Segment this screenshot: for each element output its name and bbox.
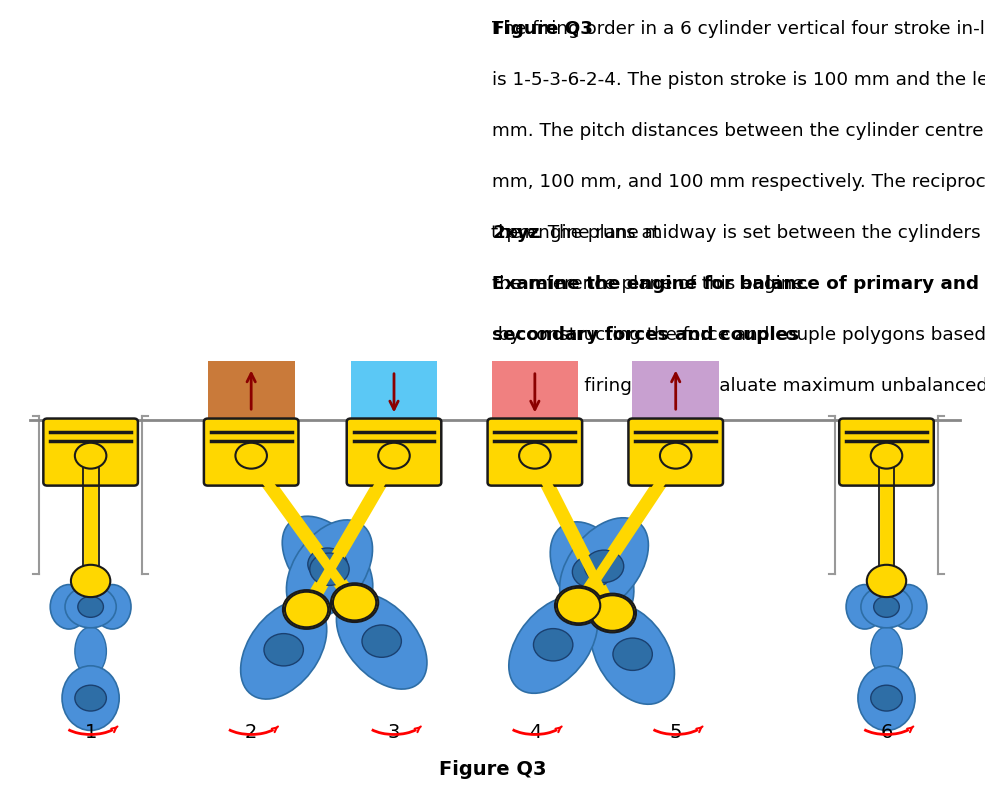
Ellipse shape	[858, 666, 915, 730]
Ellipse shape	[94, 585, 131, 629]
Circle shape	[519, 443, 551, 469]
Circle shape	[861, 586, 912, 628]
Text: Examine the engine for balance of primary and: Examine the engine for balance of primar…	[492, 275, 979, 292]
Circle shape	[283, 590, 330, 629]
Text: rpm. The plane midway is set between the cylinders 3 and 4 as: rpm. The plane midway is set between the…	[493, 224, 985, 242]
Text: 4: 4	[529, 723, 541, 743]
Text: 5: 5	[670, 723, 682, 743]
Ellipse shape	[509, 596, 598, 693]
Circle shape	[534, 629, 573, 661]
Ellipse shape	[50, 585, 88, 629]
Text: 1: 1	[85, 723, 97, 743]
Ellipse shape	[287, 520, 372, 618]
Ellipse shape	[337, 593, 427, 689]
Circle shape	[333, 585, 376, 621]
Ellipse shape	[591, 604, 675, 705]
Circle shape	[331, 583, 378, 622]
Circle shape	[264, 633, 303, 666]
FancyBboxPatch shape	[208, 361, 295, 422]
Circle shape	[308, 548, 348, 580]
Text: by constructing the force and couple polygons based on: by constructing the force and couple pol…	[492, 326, 985, 343]
Ellipse shape	[75, 627, 106, 675]
FancyBboxPatch shape	[492, 361, 578, 422]
Text: 3: 3	[388, 723, 400, 743]
Text: 2xyz: 2xyz	[492, 224, 540, 242]
Ellipse shape	[62, 666, 119, 730]
FancyBboxPatch shape	[839, 419, 934, 486]
Text: Figure Q3: Figure Q3	[438, 760, 547, 779]
Text: Figure Q3: Figure Q3	[492, 20, 594, 38]
Ellipse shape	[871, 627, 902, 675]
Text: 2: 2	[245, 723, 257, 743]
Circle shape	[75, 443, 106, 469]
Ellipse shape	[846, 585, 884, 629]
Circle shape	[613, 638, 652, 671]
Ellipse shape	[889, 585, 927, 629]
Circle shape	[75, 685, 106, 711]
Circle shape	[871, 443, 902, 469]
Circle shape	[660, 443, 691, 469]
Circle shape	[235, 443, 267, 469]
Text: mm. The pitch distances between the cylinder centre lines are 100 mm, 100 mm, 15: mm. The pitch distances between the cyli…	[492, 122, 985, 140]
Text: the given firing order. Evaluate maximum unbalanced forces and couples (if any).: the given firing order. Evaluate maximum…	[492, 377, 985, 394]
Circle shape	[555, 586, 602, 625]
Text: The firing order in a 6 cylinder vertical four stroke in-line engine as shown in: The firing order in a 6 cylinder vertica…	[492, 20, 985, 38]
Text: secondary forces and couples: secondary forces and couples	[492, 326, 799, 343]
Text: is 1-5-3-6-2-4. The piston stroke is 100 mm and the length of each connecting ro: is 1-5-3-6-2-4. The piston stroke is 100…	[492, 71, 985, 89]
Circle shape	[78, 596, 103, 617]
Ellipse shape	[240, 600, 327, 699]
FancyBboxPatch shape	[632, 361, 719, 422]
FancyBboxPatch shape	[351, 361, 437, 422]
FancyBboxPatch shape	[347, 419, 441, 486]
Text: 6: 6	[881, 723, 892, 743]
Ellipse shape	[559, 518, 648, 615]
Circle shape	[65, 586, 116, 628]
Circle shape	[871, 685, 902, 711]
Circle shape	[285, 591, 328, 627]
Circle shape	[874, 596, 899, 617]
Circle shape	[362, 625, 402, 657]
FancyBboxPatch shape	[628, 419, 723, 486]
FancyBboxPatch shape	[43, 419, 138, 486]
Circle shape	[867, 565, 906, 597]
FancyBboxPatch shape	[204, 419, 298, 486]
Ellipse shape	[283, 516, 372, 612]
Ellipse shape	[551, 522, 634, 622]
Text: the engine runs at: the engine runs at	[491, 224, 666, 242]
Circle shape	[71, 565, 110, 597]
Circle shape	[378, 443, 410, 469]
Circle shape	[309, 553, 349, 585]
Circle shape	[557, 587, 600, 623]
Text: the reference plane of this engine.: the reference plane of this engine.	[492, 275, 815, 292]
FancyBboxPatch shape	[488, 419, 582, 486]
Text: mm, 100 mm, and 100 mm respectively. The reciprocating mass per cylinder is 1 kg: mm, 100 mm, and 100 mm respectively. The…	[492, 173, 985, 191]
Circle shape	[589, 594, 636, 633]
Circle shape	[572, 556, 612, 588]
Circle shape	[591, 595, 634, 631]
Circle shape	[584, 550, 624, 583]
